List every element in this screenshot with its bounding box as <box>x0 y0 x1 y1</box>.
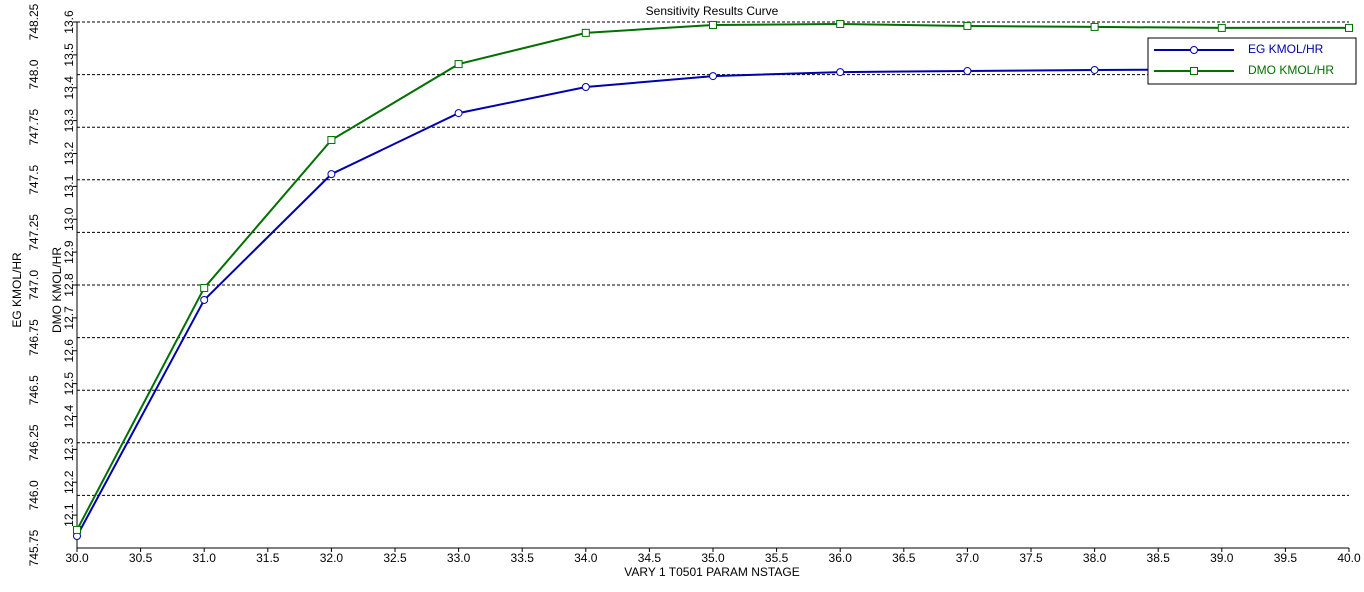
y2-tick-label: 12.1 <box>62 503 76 527</box>
x-tick-label: 39.0 <box>1210 551 1234 565</box>
x-tick-label: 30.5 <box>129 551 153 565</box>
x-axis-label: VARY 1 T0501 PARAM NSTAGE <box>624 565 799 579</box>
y-tick-label: 746.25 <box>27 424 41 461</box>
x-tick-label: 37.0 <box>956 551 980 565</box>
marker <box>709 20 717 29</box>
x-tick-label: 38.5 <box>1147 551 1171 565</box>
x-tick-label: 35.0 <box>701 551 725 565</box>
y2-tick-label: 13.5 <box>62 43 76 67</box>
y-tick-label: 746.0 <box>27 480 41 510</box>
y2-tick-label: 13.2 <box>62 141 76 165</box>
y2-tick-label: 12.7 <box>62 306 76 330</box>
marker <box>454 60 463 69</box>
y2-axis-label: DMO KMOL/HR <box>50 247 64 333</box>
x-tick-label: 35.5 <box>765 551 789 565</box>
marker <box>1190 46 1198 54</box>
marker <box>1217 23 1226 32</box>
marker <box>200 283 209 292</box>
x-tick-label: 31.0 <box>193 551 217 565</box>
marker <box>1345 23 1353 32</box>
marker <box>327 136 336 145</box>
legend: EG KMOL/HR DMO KMOL/HR <box>1147 37 1357 85</box>
y-tick-label: 745.75 <box>27 529 41 566</box>
marker <box>836 68 845 77</box>
legend-box <box>1147 37 1357 85</box>
y2-tick-label: 12.2 <box>62 470 76 494</box>
marker <box>581 83 590 92</box>
x-tick-label: 40.0 <box>1337 551 1361 565</box>
x-tick-label: 36.5 <box>892 551 916 565</box>
y2-tick-label: 12.9 <box>62 240 76 264</box>
x-tick-label: 33.5 <box>511 551 535 565</box>
y2-tick-label: 13.3 <box>62 109 76 133</box>
y-tick-label: 748.25 <box>27 3 41 40</box>
y-tick-label: 747.5 <box>27 164 41 194</box>
x-tick-label: 39.5 <box>1274 551 1298 565</box>
marker <box>1090 65 1099 74</box>
x-tick-label: 32.5 <box>383 551 407 565</box>
y2-tick-label: 12.4 <box>62 404 76 428</box>
marker <box>963 67 972 76</box>
y2-tick-label: 12.3 <box>62 437 76 461</box>
y-tick-label: 747.25 <box>27 214 41 251</box>
y-tick-label: 746.75 <box>27 319 41 356</box>
chart-title: Sensitivity Results Curve <box>646 4 779 18</box>
series-line <box>76 22 1349 531</box>
y-tick-label: 747.75 <box>27 109 41 146</box>
legend-label: DMO KMOL/HR <box>1248 63 1334 77</box>
x-tick-label: 34.0 <box>574 551 598 565</box>
series-line <box>76 67 1350 537</box>
y-tick-label: 746.5 <box>27 375 41 405</box>
x-tick-label: 31.5 <box>256 551 280 565</box>
x-tick-label: 38.0 <box>1083 551 1107 565</box>
x-tick-label: 30.0 <box>65 551 89 565</box>
y2-tick-label: 13.4 <box>62 76 76 100</box>
marker <box>709 72 717 81</box>
y-tick-label: 747.0 <box>27 270 41 300</box>
x-tick-label: 34.5 <box>638 551 662 565</box>
x-tick-label: 32.0 <box>320 551 344 565</box>
marker <box>454 109 463 118</box>
marker <box>1090 22 1099 31</box>
marker <box>1190 67 1198 75</box>
marker <box>836 19 845 28</box>
y2-tick-label: 13.6 <box>62 10 76 34</box>
marker <box>200 295 209 304</box>
y2-tick-label: 12.8 <box>62 273 76 297</box>
marker <box>581 28 590 37</box>
y-axis-label: EG KMOL/HR <box>10 252 24 328</box>
y2-tick-label: 12.6 <box>62 339 76 363</box>
x-tick-label: 37.5 <box>1019 551 1043 565</box>
y2-tick-label: 13.0 <box>62 207 76 231</box>
marker <box>963 21 972 30</box>
x-tick-label: 33.0 <box>447 551 471 565</box>
y-tick-label: 748.0 <box>27 59 41 89</box>
y2-tick-label: 12.5 <box>62 372 76 396</box>
x-tick-label: 36.0 <box>829 551 853 565</box>
marker <box>327 170 336 179</box>
y2-tick-label: 13.1 <box>62 174 76 198</box>
legend-label: EG KMOL/HR <box>1248 42 1324 56</box>
marker <box>73 525 81 534</box>
